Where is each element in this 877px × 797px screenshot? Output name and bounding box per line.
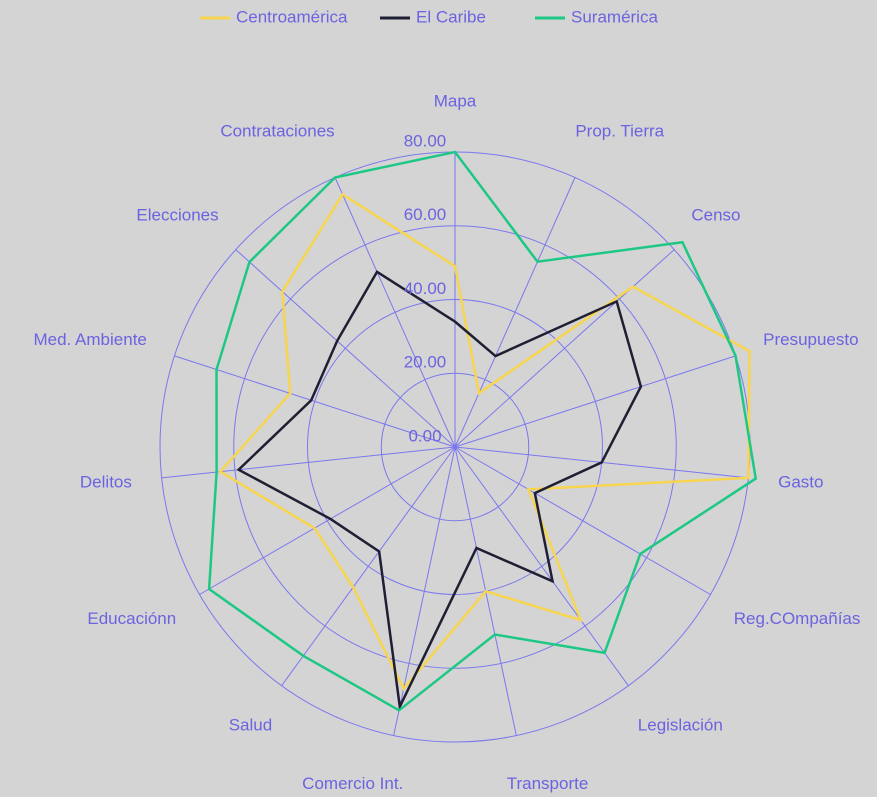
category-label: Salud [229,716,272,735]
spoke [454,446,629,686]
category-label: Prop. Tierra [575,121,664,140]
spoke [454,249,675,448]
series-line [218,192,751,691]
category-label: Reg.COmpañías [734,609,861,628]
spoke [161,446,456,479]
series-line [207,150,758,712]
category-label: Comercio Int. [302,774,403,793]
spoke [281,446,456,686]
category-label: Delitos [80,473,132,492]
legend-label: Centroamérica [236,7,348,26]
category-label: Elecciones [136,206,218,225]
category-label: Med. Ambiente [33,330,146,349]
spoke [174,355,456,448]
spoke [199,446,456,595]
spoke [235,249,456,448]
category-label: Censo [691,206,740,225]
tick-label: 20.00 [404,353,447,372]
category-label: Gasto [778,473,823,492]
category-label: Presupuesto [763,330,858,349]
category-label: Educaciónn [87,609,176,628]
category-label: Legislación [638,716,723,735]
tick-label: 0.00 [408,426,441,445]
spoke [334,177,456,448]
spoke [454,446,711,595]
spoke [454,177,576,448]
tick-label: 60.00 [404,205,447,224]
legend-label: Suramérica [571,7,658,26]
category-label: Mapa [434,91,477,110]
spoke [454,355,736,448]
spoke [393,446,456,736]
tick-label: 80.00 [404,131,447,150]
category-label: Transporte [507,774,589,793]
series-line [236,270,643,711]
legend-label: El Caribe [416,7,486,26]
category-label: Contrataciones [220,121,334,140]
tick-label: 40.00 [404,279,447,298]
